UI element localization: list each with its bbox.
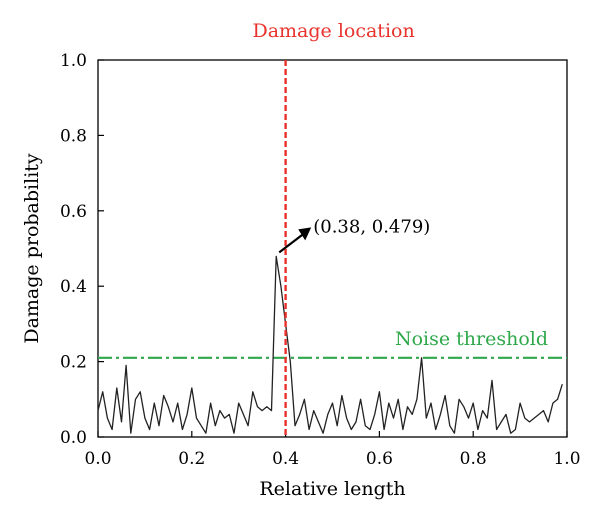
series-line [97, 255, 563, 434]
y-axis-label: Damage probability [21, 153, 43, 344]
chart-marks: 0.0 0.2 0.4 0.6 0.8 1.0 0.0 0.2 0.4 0.6 0.8 1.0 Rela… [21, 20, 581, 500]
y-tick-label: 1.0 [60, 51, 87, 71]
plot-frame [97, 59, 568, 438]
x-tick-label: 0.0 [84, 449, 111, 469]
x-tick-label: 0.4 [272, 449, 299, 469]
peak-annotation-label: (0.38, 0.479) [313, 216, 430, 237]
peak-arrow-head [298, 227, 312, 241]
noise-threshold-label: Noise threshold [395, 328, 548, 350]
x-axis-label: Relative length [259, 478, 405, 500]
x-tick-label: 0.2 [178, 449, 205, 469]
peak-arrow-shaft [278, 232, 305, 254]
damage-location-label: Damage location [252, 20, 414, 42]
y-tick-label: 0.0 [60, 428, 87, 448]
y-tick-label: 0.2 [60, 353, 87, 373]
x-tick-label: 0.6 [366, 449, 393, 469]
y-tick-label: 0.4 [60, 277, 87, 297]
x-tick-label: 0.8 [460, 449, 487, 469]
x-tick-label: 1.0 [553, 449, 580, 469]
y-tick-label: 0.8 [60, 126, 87, 146]
y-tick-label: 0.6 [60, 202, 87, 222]
